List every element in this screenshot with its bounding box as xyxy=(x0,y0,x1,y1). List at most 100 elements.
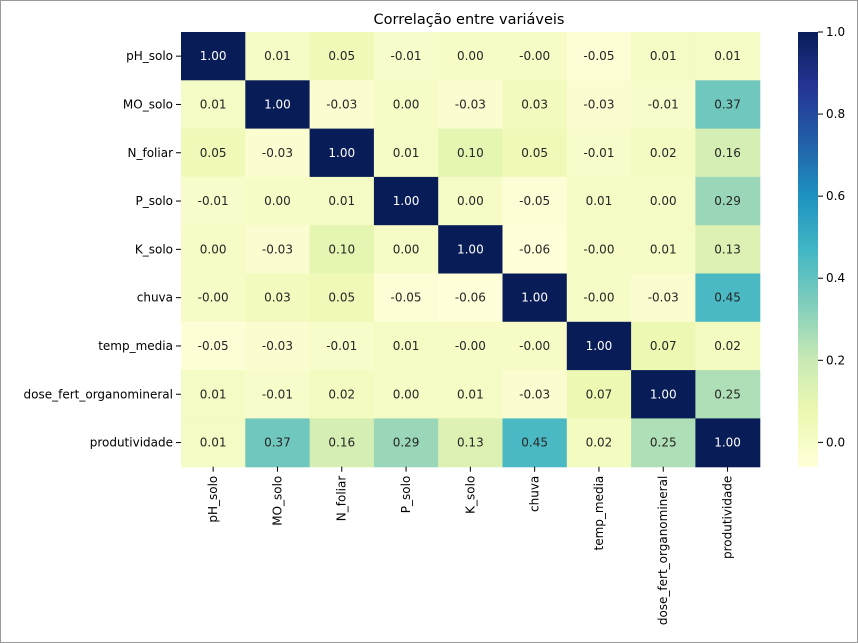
heatmap-cell xyxy=(373,225,439,275)
heatmap-cell xyxy=(502,32,568,81)
cell-value-label: 0.07 xyxy=(586,387,613,401)
cell-value-label: -0.05 xyxy=(583,49,614,63)
row-label: chuva xyxy=(137,291,173,305)
colorbar-ticks: 0.0 0.2 0.4 0.6 0.8 1.0 xyxy=(818,25,845,449)
cell-value-label: 1.00 xyxy=(457,242,484,256)
cell-value-label: 0.01 xyxy=(393,339,420,353)
heatmap-cell xyxy=(309,418,375,468)
chart-title: Correlação entre variáveis xyxy=(374,12,565,28)
heatmap-cell xyxy=(245,80,311,130)
heatmap-cell xyxy=(566,32,632,81)
column-label: temp_media xyxy=(592,476,606,551)
cell-value-label: 0.01 xyxy=(650,242,677,256)
heatmap-cell xyxy=(181,225,246,275)
cell-value-label: -0.01 xyxy=(262,387,293,401)
colorbar-tick-label: 1.0 xyxy=(826,25,845,39)
heatmap-cell xyxy=(566,225,632,275)
column-label: chuva xyxy=(528,476,542,512)
cell-value-label: 0.05 xyxy=(328,49,355,63)
heatmap-cell xyxy=(373,370,439,419)
cell-value-label: -0.03 xyxy=(262,146,293,160)
cell-value-label: 1.00 xyxy=(586,339,613,353)
row-label: K_solo xyxy=(135,242,173,256)
cell-value-label: 0.01 xyxy=(200,387,227,401)
cell-value-label: -0.00 xyxy=(519,339,550,353)
cell-value-label: -0.00 xyxy=(583,291,614,305)
column-label: K_solo xyxy=(463,476,477,514)
heatmap-cell xyxy=(438,273,504,323)
colorbar-tick-label: 0.2 xyxy=(826,353,845,367)
cell-value-label: 0.00 xyxy=(200,242,227,256)
cell-value-label: 0.02 xyxy=(586,436,613,450)
cell-value-label: 0.00 xyxy=(457,194,484,208)
heatmap-cell xyxy=(245,32,311,81)
row-label: N_foliar xyxy=(128,146,174,160)
cell-value-label: 0.13 xyxy=(714,242,741,256)
cell-value-label: 0.37 xyxy=(714,97,741,111)
colorbar-tick-label: 0.4 xyxy=(826,271,845,285)
colorbar-tick-label: 0.6 xyxy=(826,189,845,203)
cell-value-label: -0.03 xyxy=(519,387,550,401)
column-label: P_solo xyxy=(399,476,413,514)
cell-value-label: 0.45 xyxy=(714,291,741,305)
cell-value-label: 0.16 xyxy=(328,436,355,450)
heatmap-cell xyxy=(502,273,568,323)
cell-value-label: 0.00 xyxy=(457,49,484,63)
row-label: pH_solo xyxy=(126,49,173,63)
cell-value-label: 0.01 xyxy=(264,49,291,63)
heatmap-cell xyxy=(566,128,632,178)
heatmap-cell xyxy=(438,128,504,178)
heatmap-cell xyxy=(438,80,504,130)
cell-value-label: 0.01 xyxy=(457,387,484,401)
heatmap-cell xyxy=(309,32,375,81)
cell-value-label: -0.03 xyxy=(326,97,357,111)
cell-value-label: -0.05 xyxy=(519,194,550,208)
colorbar-tick-label: 0.0 xyxy=(826,435,845,449)
cell-value-label: -0.00 xyxy=(198,291,229,305)
cell-value-label: 1.00 xyxy=(200,49,227,63)
heatmap-cell xyxy=(502,80,568,130)
heatmap-cell xyxy=(309,370,375,419)
heatmap-cell xyxy=(502,370,568,419)
cell-value-label: 0.02 xyxy=(714,339,741,353)
heatmap-cell xyxy=(438,321,504,371)
cell-value-label: 0.05 xyxy=(328,291,355,305)
cell-value-label: 0.25 xyxy=(650,436,677,450)
cell-value-label: 0.01 xyxy=(650,49,677,63)
cell-value-label: 1.00 xyxy=(650,387,677,401)
row-label: MO_solo xyxy=(123,97,173,111)
cell-value-label: 0.13 xyxy=(457,436,484,450)
cell-value-label: 0.01 xyxy=(393,146,420,160)
colorbar-tick-label: 0.8 xyxy=(826,107,845,121)
cell-value-label: 0.00 xyxy=(393,242,420,256)
cell-value-label: -0.05 xyxy=(198,339,229,353)
heatmap-cell xyxy=(566,418,632,468)
heatmap-cell xyxy=(438,32,504,81)
heatmap-cell xyxy=(695,370,761,419)
cell-value-label: 0.02 xyxy=(328,387,355,401)
heatmap-cell xyxy=(631,273,696,323)
heatmap-cell xyxy=(245,176,311,226)
heatmap-cell xyxy=(245,370,311,419)
cell-value-label: 1.00 xyxy=(521,291,548,305)
cell-value-label: -0.01 xyxy=(583,146,614,160)
heatmap-cell xyxy=(631,225,696,275)
row-label: produtividade xyxy=(90,436,173,450)
column-label: MO_solo xyxy=(270,476,284,526)
column-labels: pH_solo MO_solo N_foliar P_solo K_solo chuva t… xyxy=(206,466,735,625)
cell-value-label: -0.01 xyxy=(326,339,357,353)
cell-value-label: 0.16 xyxy=(714,146,741,160)
cell-value-label: 0.00 xyxy=(650,194,677,208)
cell-value-label: 0.03 xyxy=(521,97,548,111)
heatmap-cell xyxy=(309,225,375,275)
heatmap-cell xyxy=(438,176,504,226)
heatmap-cell xyxy=(181,321,246,371)
column-label: N_foliar xyxy=(335,476,349,522)
heatmap-cell xyxy=(566,176,632,226)
heatmap-cell xyxy=(373,273,439,323)
cell-value-label: 0.01 xyxy=(200,97,227,111)
heatmap-cells: 1.00 0.01 0.05 -0.01 0.00 -0.00 -0.05 0.01 0.01 0… xyxy=(181,32,761,468)
column-label: pH_solo xyxy=(206,476,220,523)
heatmap-cell xyxy=(373,321,439,371)
